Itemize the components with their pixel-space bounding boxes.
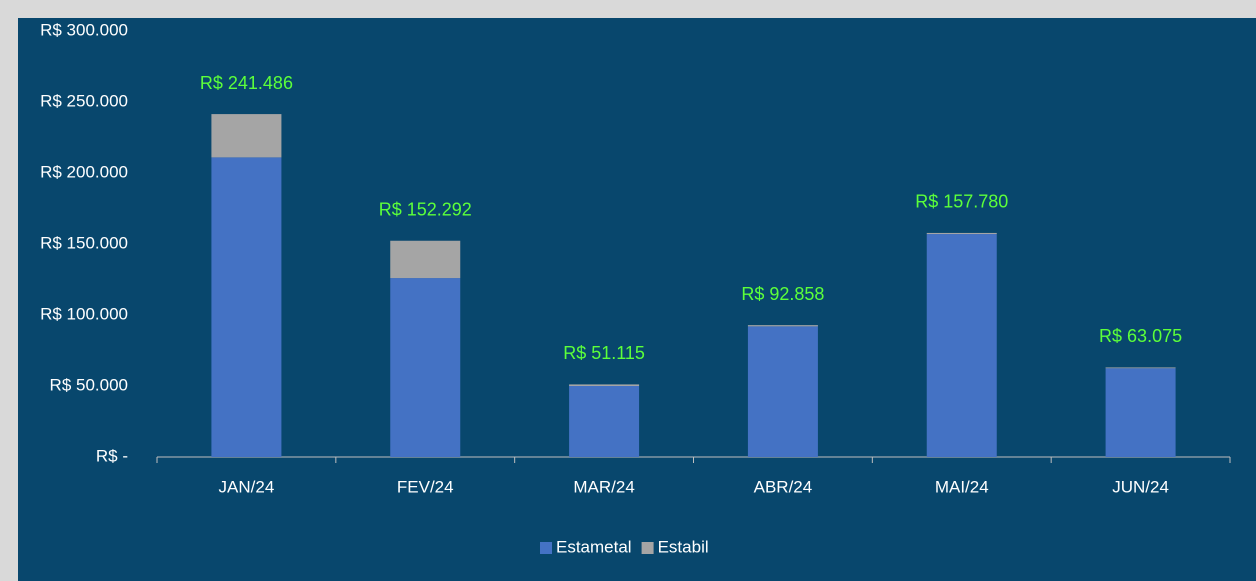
x-tick-label: JAN/24 <box>219 477 275 496</box>
bar-segment <box>390 240 461 279</box>
bar-segment <box>211 114 282 158</box>
y-tick-label: R$ 150.000 <box>40 233 128 252</box>
bar-segment <box>926 232 997 235</box>
chart-background <box>18 18 1256 581</box>
bar-segment <box>747 326 818 457</box>
y-tick-label: R$ 250.000 <box>40 91 128 110</box>
total-label: R$ 51.115 <box>563 343 645 363</box>
bar-segment <box>926 234 997 457</box>
bar-segment <box>1105 367 1176 369</box>
y-tick-label: R$ 50.000 <box>50 375 128 394</box>
legend-swatch <box>540 542 552 554</box>
bar-segment <box>569 386 640 457</box>
total-label: R$ 92.858 <box>741 284 824 304</box>
bar-segment <box>211 157 282 457</box>
bar-segment <box>1105 368 1176 457</box>
x-tick-label: FEV/24 <box>397 477 454 496</box>
legend-label: Estabil <box>658 537 709 556</box>
x-tick-label: ABR/24 <box>754 477 813 496</box>
bar-segment <box>390 278 461 457</box>
total-label: R$ 157.780 <box>915 192 1008 212</box>
legend-label: Estametal <box>556 537 632 556</box>
bar-segment <box>747 325 818 327</box>
total-label: R$ 152.292 <box>379 199 472 219</box>
x-tick-label: JUN/24 <box>1112 477 1169 496</box>
x-tick-label: MAR/24 <box>573 477 634 496</box>
y-tick-label: R$ 200.000 <box>40 162 128 181</box>
legend-swatch <box>641 542 654 554</box>
bar-segment <box>569 384 640 386</box>
total-label: R$ 63.075 <box>1099 326 1182 346</box>
y-tick-label: R$ 300.000 <box>40 20 128 39</box>
y-tick-label: R$ - <box>96 446 128 465</box>
total-label: R$ 241.486 <box>200 73 293 93</box>
y-tick-label: R$ 100.000 <box>40 304 128 323</box>
x-tick-label: MAI/24 <box>935 477 989 496</box>
